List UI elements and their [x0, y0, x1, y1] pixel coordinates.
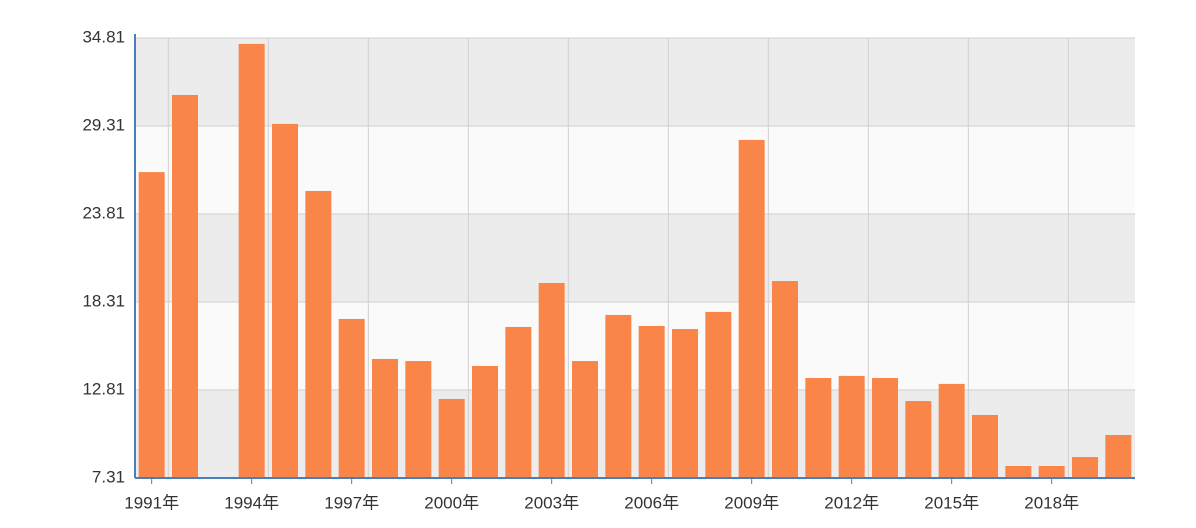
bar: [272, 123, 298, 479]
x-tick-label: 2012年: [824, 493, 879, 512]
bar: [738, 139, 765, 479]
bar: [972, 414, 998, 478]
x-tick-label: 2015年: [924, 493, 979, 512]
bar: [838, 375, 865, 478]
bar: [805, 378, 832, 478]
x-tick-label: 2000年: [424, 493, 479, 512]
y-tick-label: 18.31: [82, 291, 125, 310]
bar: [672, 329, 698, 478]
y-tick-label: 12.81: [82, 379, 125, 398]
bar: [638, 326, 665, 478]
bar: [1072, 457, 1098, 478]
x-tick-label: 2003年: [524, 493, 579, 512]
bar: [405, 361, 432, 478]
y-tick-label: 34.81: [82, 27, 125, 46]
x-tick-label: 2006年: [624, 493, 679, 512]
x-tick-label: 1994年: [224, 493, 279, 512]
bar: [1005, 466, 1032, 478]
bar: [505, 326, 532, 478]
bar: [605, 314, 632, 478]
bar: [872, 378, 898, 478]
bar: [172, 94, 198, 479]
bar: [1038, 466, 1065, 478]
y-tick-label: 23.81: [82, 203, 125, 222]
bar: [572, 361, 598, 478]
y-tick-label: 29.31: [82, 115, 125, 134]
bar: [938, 383, 965, 478]
bar: [538, 282, 565, 478]
x-tick-label: 1997年: [324, 493, 379, 512]
x-tick-label: 1991年: [124, 493, 179, 512]
bar: [305, 190, 332, 478]
bar: [772, 281, 798, 478]
bar: [905, 401, 932, 478]
bar: [238, 43, 265, 479]
bar: [472, 366, 498, 478]
bar: [438, 398, 465, 478]
y-tick-label: 7.31: [92, 467, 125, 486]
bar: [338, 318, 365, 478]
x-tick-label: 2009年: [724, 493, 779, 512]
bar: [372, 358, 398, 478]
grid-band: [135, 38, 1135, 126]
bar: [138, 172, 165, 478]
bar: [1105, 434, 1132, 478]
bar: [705, 311, 732, 478]
x-tick-label: 2018年: [1024, 493, 1079, 512]
